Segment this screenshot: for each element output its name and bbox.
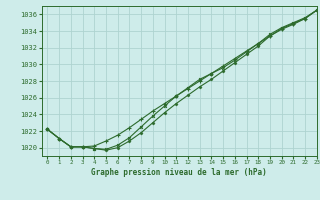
X-axis label: Graphe pression niveau de la mer (hPa): Graphe pression niveau de la mer (hPa) (91, 168, 267, 177)
